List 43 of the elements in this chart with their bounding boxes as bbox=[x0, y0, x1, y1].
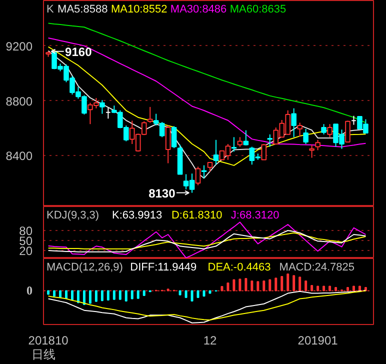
y-tick-label: 9200 bbox=[6, 39, 33, 54]
annotation: 9160 bbox=[65, 44, 92, 59]
text: DIFF:11.9449 bbox=[130, 262, 197, 274]
candlestick bbox=[147, 106, 153, 124]
text: DEA:-0.4463 bbox=[208, 262, 271, 274]
x-tick-label: 12 bbox=[203, 334, 217, 348]
text: MA5:8588 bbox=[58, 4, 108, 16]
candlestick bbox=[171, 126, 177, 149]
chart-title: K bbox=[46, 4, 54, 16]
candlestick bbox=[309, 144, 314, 158]
candlestick bbox=[201, 164, 207, 179]
y-tick-label: 8800 bbox=[6, 94, 33, 108]
candlestick bbox=[291, 108, 296, 138]
candlestick bbox=[321, 124, 326, 135]
x-tick-label: 201901 bbox=[298, 334, 338, 348]
text: MA10:8552 bbox=[110, 4, 168, 16]
candlestick bbox=[303, 128, 308, 145]
chart-title: KDJ(9,3,3) bbox=[46, 210, 100, 222]
text: MA60:8635 bbox=[230, 4, 286, 16]
x-tick-label: 201810 bbox=[28, 334, 69, 348]
candlestick bbox=[100, 100, 105, 114]
line-series bbox=[48, 222, 366, 258]
text: 日线 bbox=[32, 348, 56, 362]
annotation: 8130 bbox=[148, 186, 176, 200]
series-label: K:63.9913 bbox=[112, 210, 162, 222]
y-tick-label: 8400 bbox=[6, 149, 33, 164]
candlestick bbox=[267, 134, 273, 148]
ref-line-label: 0 bbox=[26, 284, 32, 298]
candlestick bbox=[195, 166, 201, 186]
text: MA30:8486 bbox=[170, 4, 227, 16]
candlestick bbox=[327, 124, 332, 138]
candlestick bbox=[231, 136, 237, 152]
candlestick bbox=[213, 139, 219, 166]
series-label: J:68.3120 bbox=[230, 210, 280, 222]
series-label: D:61.8310 bbox=[171, 210, 222, 222]
line-series bbox=[48, 37, 366, 148]
candlestick bbox=[165, 124, 171, 164]
candlestick bbox=[261, 144, 267, 160]
candlestick bbox=[345, 120, 350, 142]
series-label: MACD:24.7825 bbox=[279, 262, 355, 274]
candlestick bbox=[297, 122, 302, 137]
candlestick bbox=[315, 139, 320, 151]
chart-title: MACD(12,26,9) bbox=[46, 262, 123, 274]
